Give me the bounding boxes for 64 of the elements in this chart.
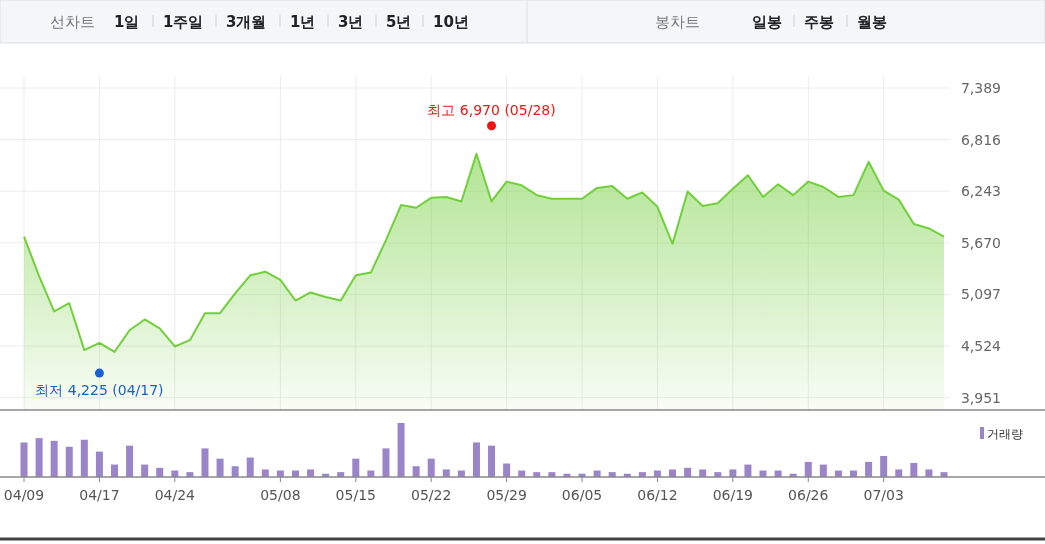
x-tick-label: 04/09: [3, 487, 45, 503]
bar: [442, 469, 450, 477]
bar: [397, 423, 405, 477]
bar: [231, 466, 239, 477]
bar: [20, 442, 28, 477]
bar: [488, 445, 496, 477]
bar: [246, 457, 254, 477]
y-tick-label: 7,389: [960, 80, 1001, 96]
bar: [201, 448, 209, 477]
x-tick-label: 05/29: [486, 487, 527, 503]
y-tick-label: 3,951: [960, 389, 1001, 406]
bar: [699, 469, 707, 477]
x-tick-label: 06/26: [788, 487, 829, 503]
bar: [307, 469, 315, 477]
bar: [261, 469, 269, 477]
y-tick-label: 6,243: [960, 183, 1001, 200]
bar: [80, 439, 88, 477]
legend-label: 거래량: [987, 427, 1023, 441]
text: 1주일: [163, 13, 204, 31]
x-tick-label: 07/03: [863, 487, 904, 503]
bar: [669, 469, 677, 477]
x-tick-label: 05/08: [260, 487, 301, 503]
bar: [910, 462, 918, 477]
bar: [472, 442, 480, 477]
text: 1년: [290, 13, 316, 31]
bar: [382, 448, 390, 477]
text: 봉차트: [655, 13, 700, 31]
text: 10년: [433, 13, 469, 31]
text: 주봉: [804, 13, 834, 31]
bar: [729, 469, 737, 477]
bar: [925, 469, 933, 477]
x-tick-label: 06/12: [637, 487, 678, 503]
text: 월봉: [857, 13, 887, 31]
x-tick-label: 05/22: [411, 487, 452, 503]
y-tick-label: 5,097: [960, 286, 1001, 303]
bar: [804, 461, 812, 477]
bar: [412, 466, 420, 477]
bar: [216, 458, 224, 477]
data-label: 최저 4,225 (04/17): [35, 382, 164, 399]
bar: [95, 451, 103, 477]
text: 3개월: [226, 13, 267, 31]
text: 일봉: [752, 13, 782, 31]
text: 선차트: [50, 13, 95, 31]
text: 3년: [338, 13, 364, 31]
bar: [65, 446, 73, 477]
x-tick-label: 05/15: [335, 487, 376, 503]
text: 5년: [386, 13, 412, 31]
bar: [35, 438, 43, 477]
bar: [880, 455, 888, 477]
x-tick-label: 06/19: [712, 487, 754, 503]
x-tick-label: 04/24: [154, 487, 196, 503]
text: 1일: [114, 13, 140, 31]
x-tick-label: 04/17: [79, 487, 120, 503]
y-tick-label: 4,524: [960, 338, 1002, 355]
y-tick-label: 6,816: [960, 131, 1002, 148]
bar: [352, 458, 360, 477]
bar: [895, 469, 903, 477]
bar: [50, 440, 58, 477]
bar: [865, 461, 873, 477]
bar: [126, 445, 134, 477]
y-tick-label: 5,670: [960, 234, 1001, 251]
bar: [427, 458, 435, 477]
data-label: 최고 6,970 (05/28): [427, 101, 556, 118]
x-tick-label: 06/05: [561, 487, 603, 503]
